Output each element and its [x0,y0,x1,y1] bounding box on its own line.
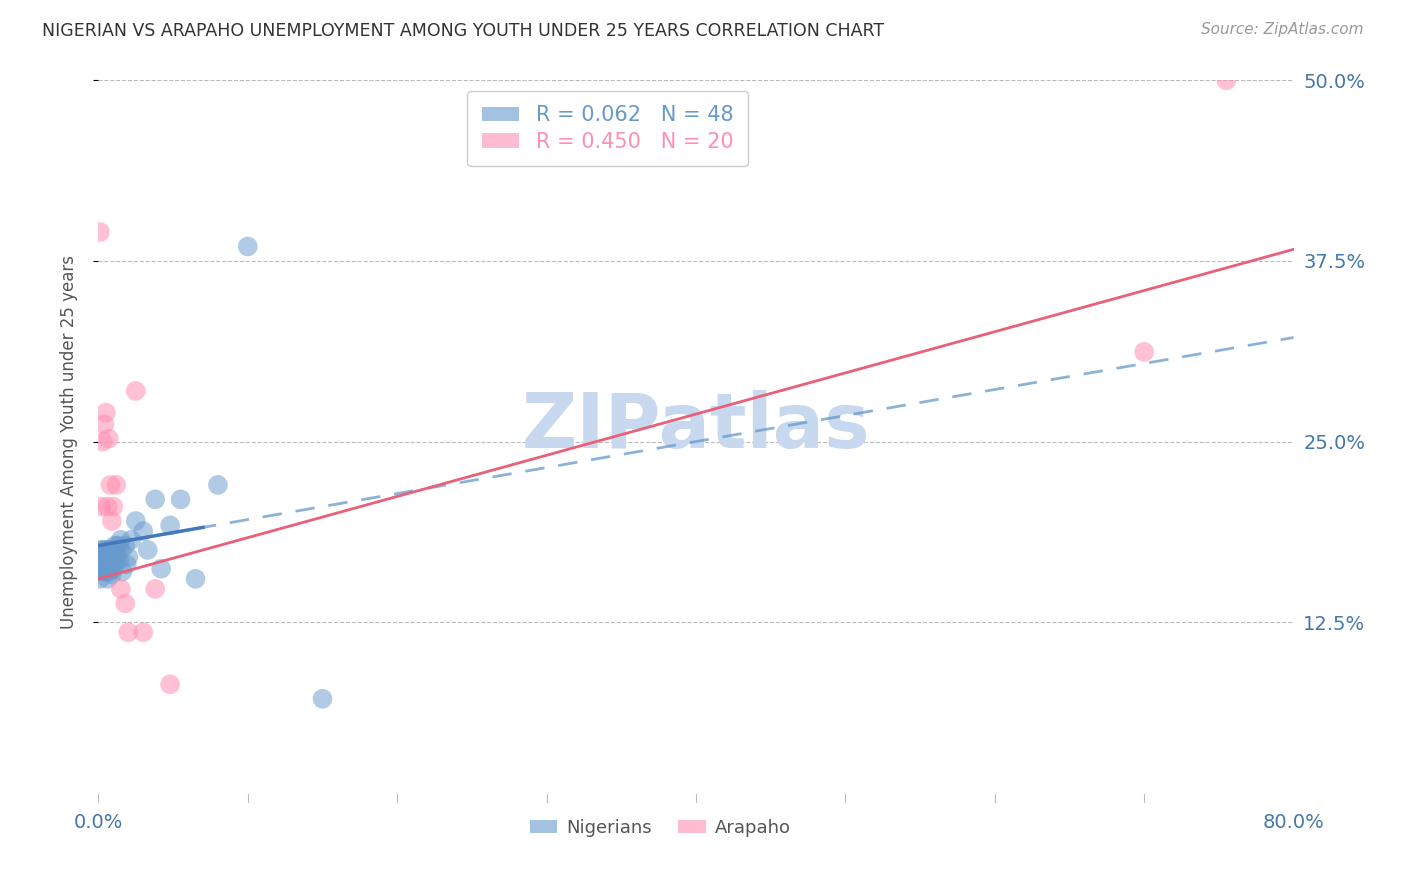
Point [94,565,117,579]
Point [136,542,159,557]
Point [94,542,117,557]
Point [117,550,139,565]
Point [311,691,333,706]
Point [125,384,148,398]
Point [89,572,111,586]
Point [98,478,122,492]
Point [184,572,207,586]
Point [94,558,117,572]
Text: Source: ZipAtlas.com: Source: ZipAtlas.com [1201,22,1364,37]
Point [103,500,125,514]
Point [98,542,122,557]
Point [105,478,128,492]
Point [103,553,125,567]
Point [105,553,128,567]
Point [96,572,118,586]
Point [89,225,111,239]
Point [94,550,117,565]
Point [143,492,166,507]
Point [1215,73,1237,87]
Point [101,567,124,582]
Text: ZIPatlas: ZIPatlas [522,390,870,464]
Point [236,239,259,253]
Point [120,533,142,547]
Point [207,478,229,492]
Point [111,565,134,579]
Point [107,539,129,553]
Point [91,565,114,579]
Point [96,553,118,567]
Point [93,547,115,561]
Point [97,565,120,579]
Point [132,524,155,538]
Point [97,432,120,446]
Point [108,553,131,567]
Y-axis label: Unemployment Among Youth under 25 years: Unemployment Among Youth under 25 years [59,254,77,629]
Point [104,539,127,553]
Point [90,542,112,557]
Point [114,596,136,610]
Point [110,533,132,547]
Point [90,558,112,572]
Point [150,562,173,576]
Point [103,562,125,576]
Legend: Nigerians, Arapaho: Nigerians, Arapaho [523,812,797,845]
Point [98,553,122,567]
Point [93,562,115,576]
Point [101,514,124,528]
Point [1133,345,1156,359]
Point [96,500,118,514]
Text: NIGERIAN VS ARAPAHO UNEMPLOYMENT AMONG YOUTH UNDER 25 YEARS CORRELATION CHART: NIGERIAN VS ARAPAHO UNEMPLOYMENT AMONG Y… [42,22,884,40]
Point [132,625,155,640]
Point [143,582,166,596]
Point [159,677,181,691]
Point [103,542,125,557]
Point [94,406,117,420]
Point [91,542,114,557]
Point [115,558,138,572]
Point [125,514,148,528]
Point [90,500,112,514]
Point [110,542,132,557]
Point [105,547,128,561]
Point [91,434,114,449]
Point [169,492,191,507]
Point [97,550,120,565]
Point [96,562,118,576]
Point [114,539,136,553]
Point [117,625,139,640]
Point [101,553,124,567]
Point [98,562,122,576]
Point [93,417,115,432]
Point [97,542,120,557]
Point [110,582,132,596]
Point [159,518,181,533]
